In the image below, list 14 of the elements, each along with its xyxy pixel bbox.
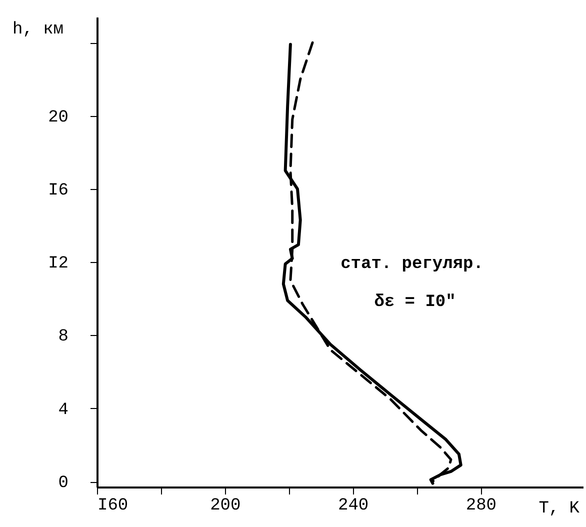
y-tick-label: I2 bbox=[48, 254, 68, 274]
y-tick-label: 0 bbox=[58, 474, 68, 494]
y-tick-label: 4 bbox=[58, 400, 68, 420]
x-tick-label: 280 bbox=[466, 496, 496, 516]
x-tick-label: 200 bbox=[210, 496, 241, 516]
y-tick-label: 20 bbox=[48, 108, 68, 128]
x-tick-label: I60 bbox=[98, 496, 128, 516]
y-tick-label: I6 bbox=[48, 181, 68, 200]
x-tick-label: 240 bbox=[338, 496, 369, 516]
annotation: δε = I0″ bbox=[374, 293, 456, 312]
y-axis-title: h, км bbox=[12, 20, 64, 40]
annotation: стат. регуляр. bbox=[340, 255, 484, 274]
y-tick-label: 8 bbox=[58, 328, 68, 347]
x-axis-title: T, K bbox=[538, 500, 580, 518]
